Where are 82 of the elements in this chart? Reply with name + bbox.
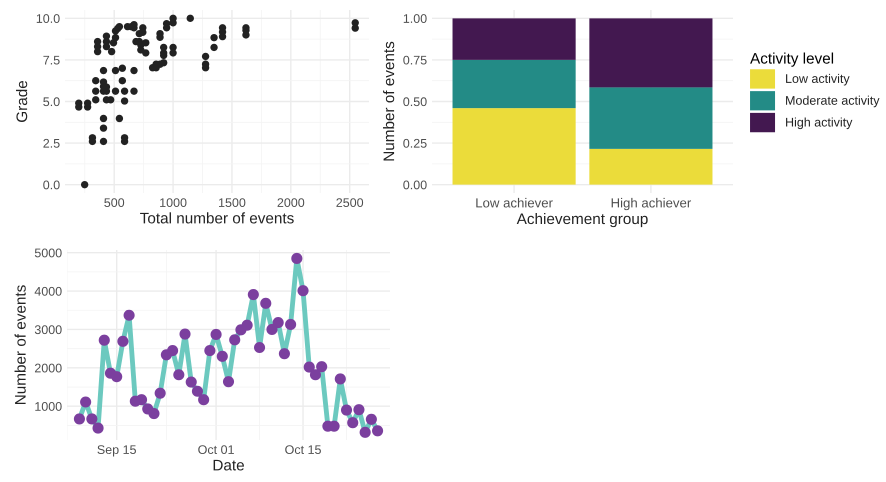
- x-tick-label: 500: [104, 198, 124, 208]
- point: [124, 310, 135, 321]
- y-tick-label: 5.0: [43, 97, 60, 106]
- y-tick-label: 2.5: [43, 138, 60, 148]
- y-tick-label: 0.75: [403, 56, 427, 65]
- x-tick-label: 2000: [278, 198, 304, 208]
- x-tick-label: Low achiever: [476, 198, 553, 208]
- point: [334, 373, 346, 385]
- point: [86, 413, 98, 424]
- y-tick-label: 7.5: [43, 56, 60, 65]
- x-tick-label: Oct 15: [285, 445, 321, 454]
- point: [366, 414, 377, 425]
- point: [260, 298, 272, 309]
- y-axis-title: Number of events: [14, 285, 26, 404]
- point: [80, 396, 92, 408]
- bar: [452, 60, 576, 108]
- point: [254, 342, 266, 354]
- point: [98, 334, 110, 346]
- y-tick-label: 1.00: [404, 14, 427, 23]
- point: [291, 252, 302, 264]
- x-axis-title: Total number of events: [140, 212, 294, 224]
- point: [310, 369, 322, 380]
- legend-label: Moderate activity: [786, 96, 880, 108]
- bar: [589, 148, 712, 185]
- x-axis-title: Achievement group: [516, 212, 648, 228]
- point: [248, 288, 259, 300]
- point: [167, 345, 178, 356]
- point: [347, 417, 358, 428]
- point: [198, 394, 210, 406]
- point: [111, 371, 122, 382]
- y-tick-label: 0.00: [403, 180, 427, 190]
- x-axis-title: Date: [214, 460, 244, 471]
- point: [148, 408, 160, 420]
- x-tick-label: 1500: [219, 198, 246, 208]
- y-tick-label: 1000: [35, 402, 62, 411]
- point: [229, 334, 240, 346]
- y-tick-label: 0.25: [403, 138, 427, 148]
- y-tick-label: 4000: [34, 286, 62, 296]
- point: [340, 404, 352, 416]
- point: [278, 348, 290, 360]
- legend-title: Activity level: [750, 52, 834, 67]
- point: [242, 320, 253, 331]
- point: [360, 426, 371, 438]
- y-tick-label: 0.50: [403, 97, 427, 106]
- y-tick-label: 2000: [34, 364, 62, 372]
- y-tick-label: 5000: [34, 248, 62, 258]
- point: [179, 328, 191, 340]
- y-tick-label: 0.0: [43, 180, 60, 190]
- point: [117, 336, 128, 347]
- point: [297, 285, 309, 296]
- x-tick-label: Oct 01: [198, 445, 234, 454]
- point: [173, 369, 184, 380]
- point: [372, 425, 384, 436]
- bar: [589, 18, 712, 88]
- point: [272, 316, 284, 328]
- bar: [452, 18, 576, 60]
- y-axis-title: Grade: [16, 80, 28, 122]
- point: [222, 376, 234, 388]
- x-tick-label: Sep 15: [97, 445, 136, 457]
- point: [304, 362, 315, 373]
- point: [216, 350, 228, 362]
- legend-label: High activity: [786, 117, 852, 130]
- point: [285, 318, 296, 330]
- point: [192, 386, 203, 397]
- y-axis-title: Number of events: [383, 42, 394, 161]
- point: [266, 324, 278, 336]
- point: [154, 388, 166, 399]
- point: [186, 376, 197, 388]
- x-tick-label: High achiever: [612, 198, 692, 210]
- legend-label: Low activity: [786, 74, 850, 86]
- bar: [589, 87, 712, 149]
- y-tick-label: 3000: [34, 325, 62, 334]
- point: [74, 413, 85, 424]
- point: [210, 328, 222, 340]
- x-tick-label: 2500: [336, 198, 364, 208]
- x-tick-label: 1000: [160, 198, 186, 208]
- point: [353, 404, 364, 416]
- point: [204, 345, 216, 356]
- point: [92, 422, 104, 434]
- y-tick-label: 10.0: [36, 14, 60, 23]
- point: [316, 361, 328, 372]
- bar: [452, 108, 576, 185]
